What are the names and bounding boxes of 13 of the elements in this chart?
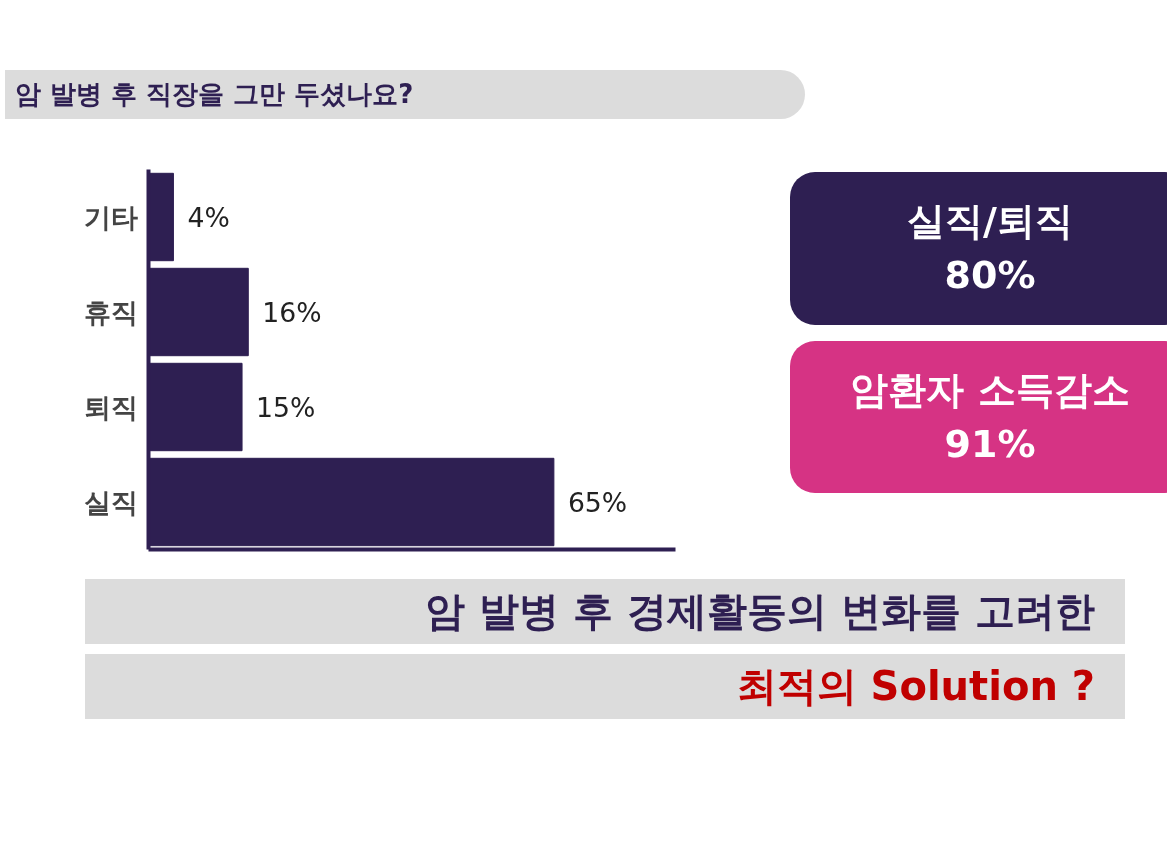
data-label: 16%: [262, 296, 322, 328]
data-label: 65%: [567, 486, 628, 518]
y-tick-label: 실직: [83, 486, 138, 518]
text: 암환자 소득감소 91%: [850, 366, 1130, 468]
text: 암 발병 후 경제활동의 변화를 고려한: [425, 587, 1095, 637]
y-tick-label: 퇴직: [83, 391, 138, 423]
text: 최적의 Solution ?: [736, 662, 1095, 712]
data-label: 15%: [256, 391, 316, 423]
text: 실직/퇴직 80%: [907, 198, 1073, 300]
y-tick-label: 휴직: [83, 296, 138, 328]
chart-title: 암 발병 후 직장을 그만 두셨나요?: [15, 78, 414, 111]
data-label: 4%: [187, 201, 230, 233]
y-tick-label: 기타: [83, 201, 138, 233]
